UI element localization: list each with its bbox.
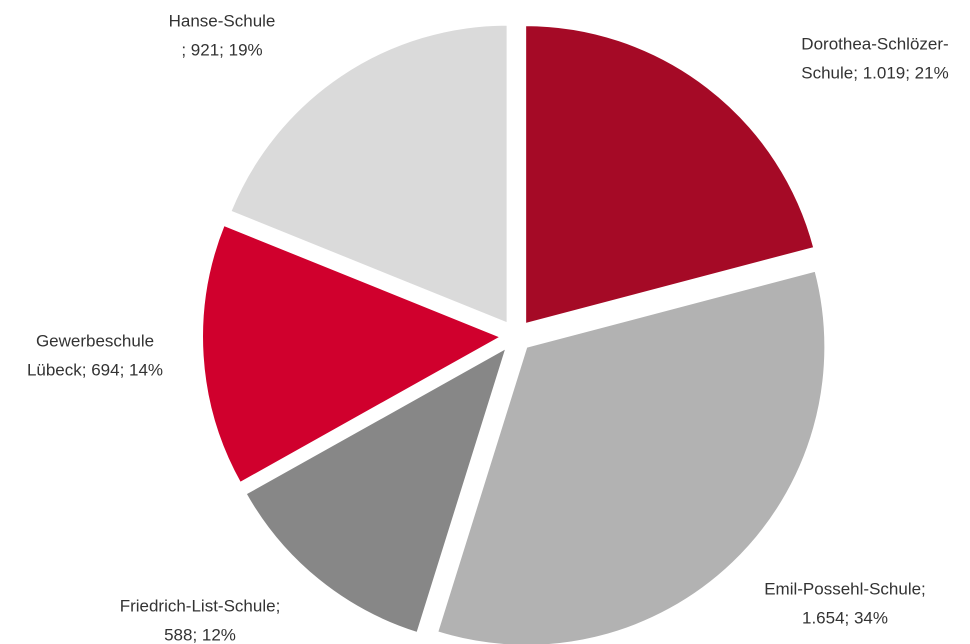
data-label: Gewerbeschule [36, 331, 154, 350]
data-label: Emil-Possehl-Schule; [764, 579, 926, 598]
pie-slice [229, 23, 509, 326]
data-label: Friedrich-List-Schule; [120, 596, 281, 615]
pie-slice [524, 24, 816, 326]
pie-slice [435, 269, 827, 644]
data-label: Hanse-Schule [169, 11, 276, 30]
data-label: ; 921; 19% [181, 40, 262, 59]
data-label: Lübeck; 694; 14% [27, 360, 163, 379]
data-label: Schule; 1.019; 21% [801, 63, 948, 82]
data-label: Dorothea-Schlözer- [801, 34, 948, 53]
data-label: 588; 12% [164, 625, 236, 644]
data-label: 1.654; 34% [802, 608, 888, 627]
pie-slice [244, 345, 509, 635]
pie-slice [201, 223, 504, 485]
